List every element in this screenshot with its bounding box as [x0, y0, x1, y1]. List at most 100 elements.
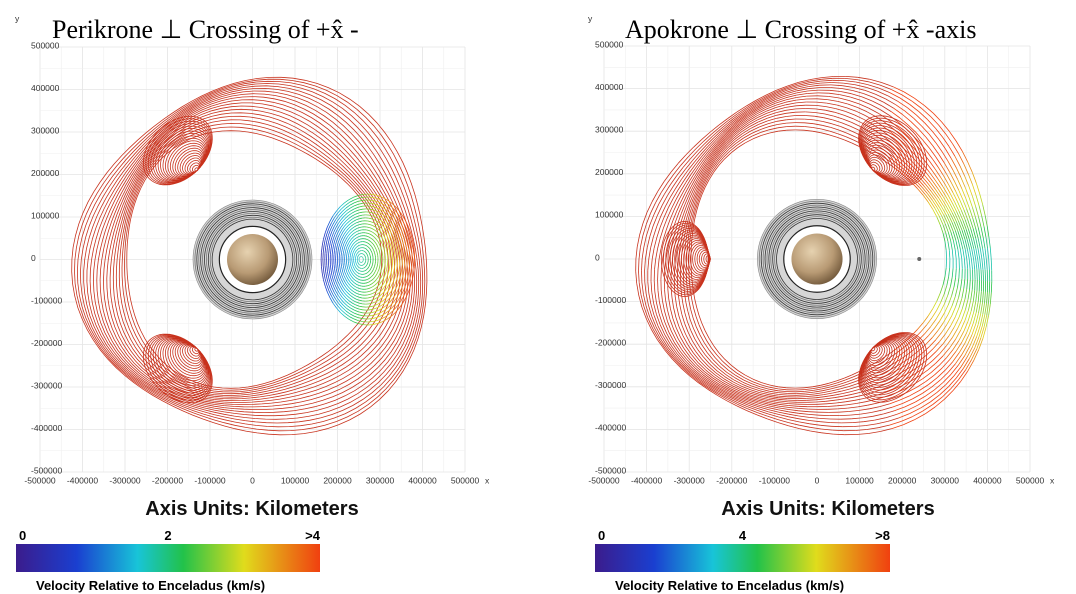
trajectory-segment — [769, 387, 778, 389]
trajectory-segment — [923, 195, 928, 202]
trajectory-segment — [814, 393, 823, 394]
trajectory-segment — [962, 310, 965, 320]
trajectory-segment — [983, 292, 984, 303]
trajectory-segment — [355, 248, 356, 249]
trajectory-segment — [328, 284, 330, 290]
trajectory-segment — [341, 274, 342, 277]
trajectory-segment — [344, 269, 345, 272]
trajectory-segment — [652, 248, 654, 259]
trajectory-segment — [748, 407, 758, 411]
trajectory-segment — [375, 284, 377, 286]
trajectory-segment — [981, 227, 983, 238]
trajectory-segment — [692, 153, 699, 161]
trajectory-segment — [371, 276, 372, 277]
trajectory-segment — [355, 204, 359, 206]
trajectory-segment — [669, 333, 674, 343]
trajectory-segment — [369, 291, 371, 292]
trajectory-segment — [335, 246, 336, 251]
trajectory-segment — [990, 248, 991, 259]
trajectory-segment — [952, 329, 957, 338]
trajectory-segment — [966, 360, 972, 370]
trajectory-segment — [868, 432, 880, 434]
trajectory-segment — [815, 113, 825, 114]
trajectory-segment — [977, 338, 981, 349]
trajectory-segment — [370, 268, 371, 269]
trajectory-segment — [955, 250, 956, 259]
trajectory-segment — [373, 268, 374, 270]
colorbar — [595, 544, 890, 572]
trajectory-segment — [334, 250, 335, 255]
trajectory-segment — [865, 424, 876, 426]
trajectory-segment — [853, 422, 864, 423]
trajectory-segment — [651, 281, 652, 292]
trajectory-segment — [350, 247, 351, 249]
trajectory-segment — [965, 176, 969, 186]
trajectory-segment — [960, 166, 965, 176]
trajectory-segment — [360, 227, 362, 228]
trajectory-segment — [359, 279, 361, 280]
trajectory-segment — [985, 248, 986, 259]
trajectory-segment — [871, 105, 881, 110]
trajectory-segment — [346, 270, 347, 273]
trajectory-segment — [384, 293, 387, 296]
trajectory-segment — [948, 204, 952, 212]
trajectory-segment — [951, 241, 953, 250]
trajectory-segment — [366, 270, 367, 271]
trajectory-segment — [952, 250, 953, 259]
trajectory-segment — [653, 227, 656, 238]
trajectory-segment — [381, 242, 382, 245]
trajectory-segment — [370, 250, 371, 251]
trajectory-segment — [954, 278, 956, 287]
trajectory-segment — [929, 329, 935, 336]
trajectory-segment — [344, 213, 347, 216]
trajectory-segment — [882, 106, 891, 112]
trajectory-segment — [371, 315, 375, 316]
trajectory-segment — [692, 275, 693, 283]
trajectory-segment — [778, 391, 787, 392]
x-tick-label: 200000 — [888, 475, 917, 485]
colorbar-tick-label: 0 — [598, 528, 605, 543]
trajectory-segment — [972, 280, 973, 290]
trajectory-segment — [375, 247, 376, 249]
trajectory-segment — [391, 248, 392, 252]
trajectory-segment — [720, 366, 727, 372]
trajectory-segment — [959, 309, 963, 318]
trajectory-segment — [354, 273, 355, 274]
trajectory-segment — [832, 83, 844, 84]
trajectory-segment — [359, 309, 363, 310]
trajectory-segment — [651, 304, 654, 315]
trajectory-segment — [833, 120, 842, 123]
trajectory-segment — [830, 90, 841, 91]
trajectory-segment — [340, 267, 341, 271]
trajectory-segment — [338, 252, 339, 256]
y-tick-label: 0 — [595, 252, 600, 262]
trajectory-segment — [353, 267, 354, 268]
trajectory-segment — [930, 182, 935, 189]
trajectory-segment — [405, 242, 406, 248]
trajectory-segment — [769, 395, 778, 396]
trajectory-segment — [973, 228, 976, 238]
trajectory-segment — [965, 300, 968, 310]
trajectory-segment — [799, 422, 810, 424]
trajectory-segment — [653, 215, 657, 225]
trajectory-segment — [965, 346, 970, 356]
trajectory-segment — [343, 229, 345, 232]
trajectory-segment — [344, 276, 345, 279]
trajectory-segment — [347, 250, 348, 252]
trajectory-segment — [376, 249, 377, 251]
trajectory-segment — [347, 221, 350, 224]
trajectory-segment — [394, 264, 395, 268]
trajectory — [190, 163, 199, 172]
trajectory-segment — [831, 127, 839, 130]
trajectory-segment — [370, 270, 371, 271]
trajectory-segment — [717, 371, 725, 377]
trajectory-segment — [820, 422, 831, 423]
trajectory-segment — [932, 131, 939, 140]
trajectory-segment — [374, 267, 375, 269]
trajectory-segment — [888, 96, 898, 102]
trajectory-segment — [353, 275, 354, 276]
trajectory-segment — [972, 196, 975, 206]
trajectory-segment — [352, 306, 356, 308]
trajectory-segment — [321, 266, 322, 273]
trajectory-segment — [329, 277, 331, 283]
